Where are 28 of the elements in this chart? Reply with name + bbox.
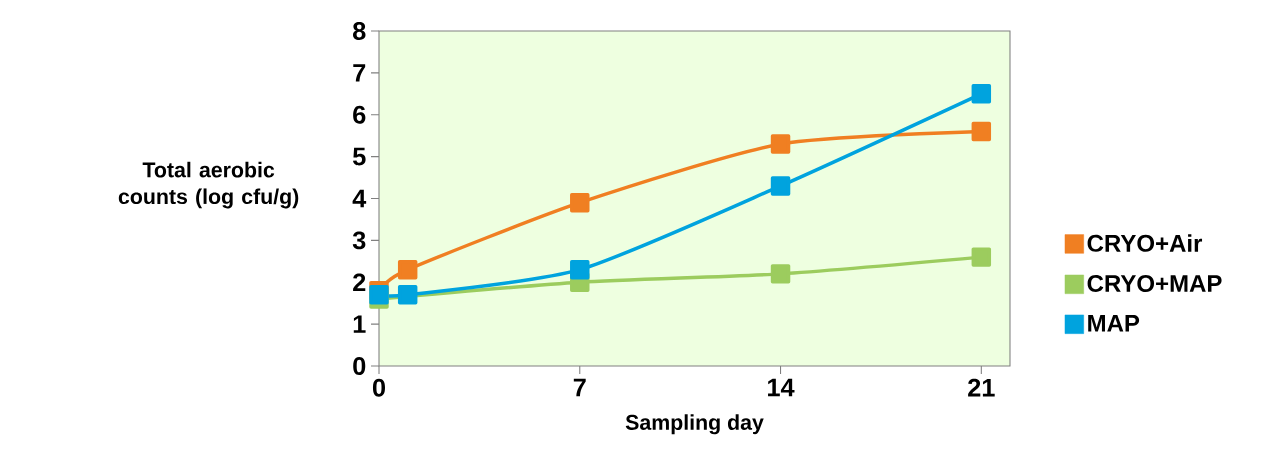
y-tick-label: 6	[353, 105, 366, 124]
point	[770, 264, 791, 284]
point	[397, 259, 418, 280]
y-tick-label: 1	[353, 315, 366, 333]
point	[770, 134, 791, 154]
point	[570, 192, 590, 213]
y-axis-title: Total aerobic counts (log cfu/g)	[118, 161, 299, 209]
y-tick-label: 2	[353, 273, 366, 292]
y-tick-label: 4	[352, 189, 367, 208]
legend-label: MAP	[1088, 315, 1140, 332]
legend-label: CRYO+Air	[1087, 234, 1203, 252]
y-tick-label: 3	[352, 231, 366, 250]
point	[770, 176, 791, 196]
x-tick-label: 14	[768, 378, 795, 397]
x-tick-label: 7	[573, 378, 586, 397]
point	[971, 121, 992, 142]
x-axis-title: Sampling day	[625, 414, 764, 435]
point	[570, 259, 590, 280]
x-tick-label: 0	[372, 378, 386, 397]
point	[397, 285, 418, 305]
legend-label: CRYO+MAP	[1087, 274, 1222, 292]
point	[971, 84, 992, 104]
y-tick-label: 5	[352, 147, 366, 166]
point	[971, 247, 992, 267]
y-tick-label: 7	[353, 64, 366, 82]
y-tick-label: 8	[353, 22, 366, 40]
y-tick-label: 0	[353, 357, 366, 375]
x-tick-label: 21	[968, 378, 995, 397]
